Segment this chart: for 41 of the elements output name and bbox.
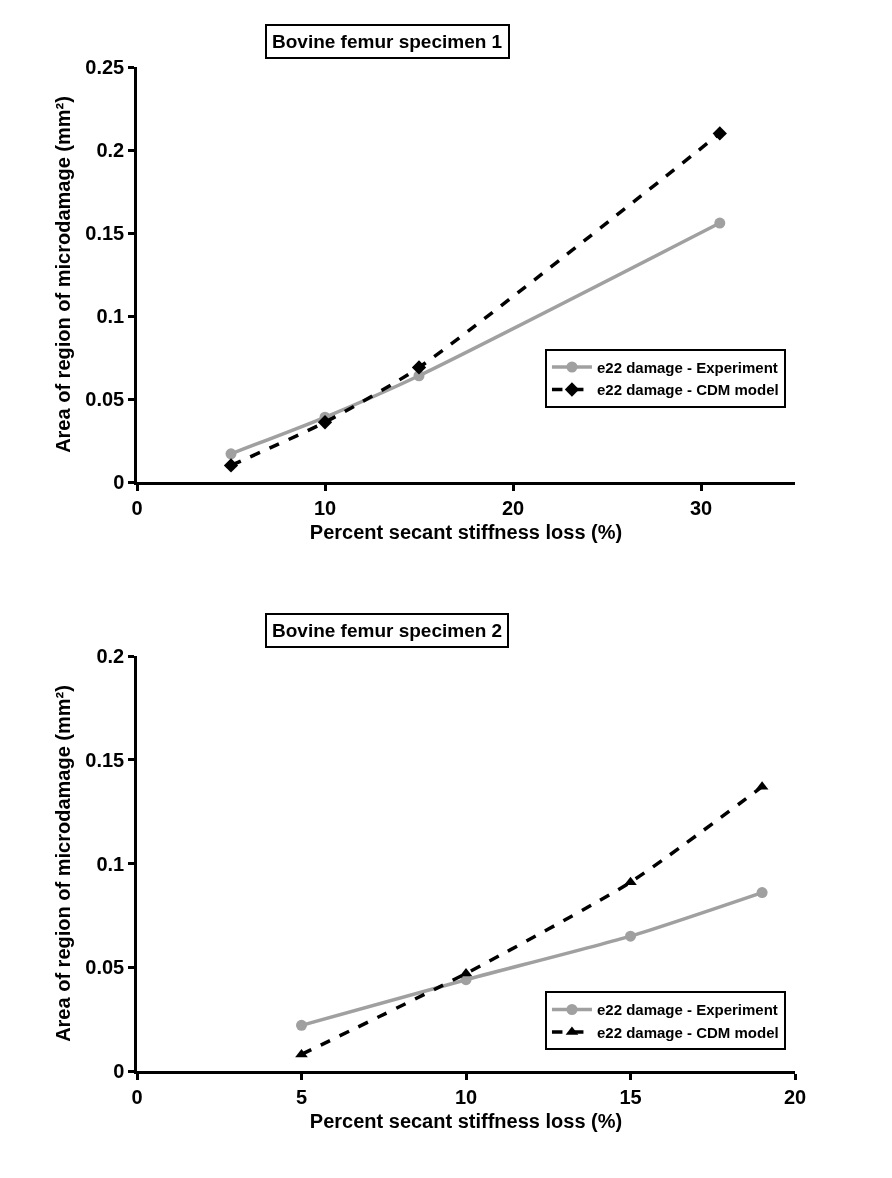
x-tick-label: 0 xyxy=(131,1085,143,1108)
chart-title: Bovine femur specimen 2 xyxy=(272,620,503,641)
y-tick-label: 0.05 xyxy=(85,956,125,979)
point xyxy=(223,458,239,473)
y-tick-label: 0 xyxy=(113,1060,125,1082)
legend-label: e22 damage - CDM model xyxy=(596,381,779,399)
point xyxy=(225,448,237,460)
x-tick-label: 30 xyxy=(689,496,713,519)
x-tick-label: 5 xyxy=(295,1085,308,1108)
point xyxy=(296,1019,307,1031)
x-tick-label: 15 xyxy=(619,1085,642,1108)
x-tick-label: 0 xyxy=(131,496,143,519)
y-tick-label: 0.1 xyxy=(96,852,125,875)
legend-label: e22 damage - Experiment xyxy=(596,1001,778,1019)
y-tick-label: 0.15 xyxy=(85,222,125,244)
legend-label: e22 damage - Experiment xyxy=(596,358,778,376)
point xyxy=(295,1048,308,1058)
x-tick-label: 20 xyxy=(501,496,525,519)
point xyxy=(459,967,473,977)
point xyxy=(756,887,768,899)
y-tick-label: 0.05 xyxy=(85,388,125,410)
y-tick-label: 0.2 xyxy=(96,139,125,161)
y-axis-title: Area of region of microdamage (mm²) xyxy=(51,96,74,453)
point xyxy=(625,930,636,942)
x-tick-label: 20 xyxy=(783,1085,807,1108)
y-tick-label: 0.15 xyxy=(85,748,125,771)
y-tick-label: 0 xyxy=(113,471,125,493)
point xyxy=(714,217,726,229)
point xyxy=(317,415,333,430)
x-axis-title: Percent secant stiffness loss (%) xyxy=(309,521,623,544)
legend-label: e22 damage - CDM model xyxy=(596,1023,779,1041)
chart-title: Bovine femur specimen 1 xyxy=(272,31,503,52)
x-tick-label: 10 xyxy=(313,496,337,519)
y-tick-label: 0.25 xyxy=(85,56,125,78)
point xyxy=(712,126,727,141)
y-tick-label: 0.1 xyxy=(96,305,125,327)
point xyxy=(411,360,427,375)
x-tick-label: 10 xyxy=(454,1085,478,1108)
y-axis-title: Area of region of microdamage (mm²) xyxy=(51,685,74,1042)
x-axis-title: Percent secant stiffness loss (%) xyxy=(309,1110,623,1133)
y-tick-label: 0.2 xyxy=(96,645,125,667)
